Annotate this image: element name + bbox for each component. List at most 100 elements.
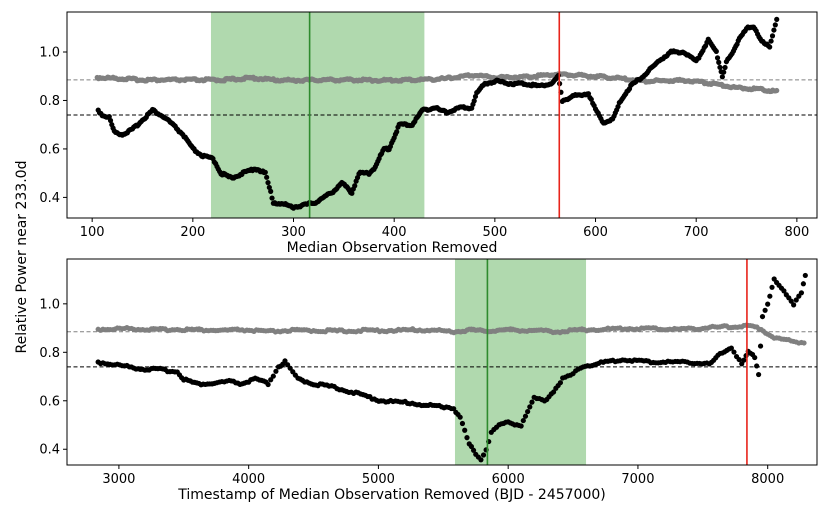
top-axes-frame bbox=[66, 11, 818, 219]
bottom-chart-panel: 3000 4000 5000 6000 7000 8000 0.4 0.6 0.8 1.0 Time… bbox=[39, 258, 818, 503]
bottom-series-1-point bbox=[802, 272, 808, 279]
top-series-1-point bbox=[716, 59, 722, 65]
bottom-x-tick-label: 6000 bbox=[492, 472, 525, 487]
bottom-series-1-point bbox=[525, 408, 531, 415]
bottom-series-1-point bbox=[791, 302, 797, 308]
top-series-1-point bbox=[771, 27, 777, 33]
bottom-series-1-point bbox=[728, 345, 734, 351]
bottom-series-1-point bbox=[459, 420, 466, 427]
bottom-series-1-point bbox=[520, 417, 526, 424]
top-plot-area bbox=[67, 12, 817, 218]
bottom-series-1-point bbox=[522, 413, 529, 419]
bottom-x-tick-label: 5000 bbox=[362, 472, 395, 487]
bottom-series-1-point bbox=[470, 447, 477, 453]
bottom-series-1-point bbox=[781, 288, 787, 294]
bottom-series-1-point bbox=[752, 354, 758, 361]
top-x-tick-label: 700 bbox=[684, 225, 709, 240]
bottom-series-1-point bbox=[287, 365, 293, 371]
top-series-1-point bbox=[767, 44, 773, 50]
bottom-y-tick-label: 0.8 bbox=[39, 346, 60, 361]
top-series-1-point bbox=[107, 117, 114, 124]
top-series-1-point bbox=[714, 55, 721, 61]
top-series-1-point bbox=[264, 174, 270, 180]
top-series-1-point bbox=[352, 183, 358, 189]
top-series-1-point bbox=[471, 98, 477, 104]
top-x-tick-label: 100 bbox=[80, 225, 105, 240]
bottom-series-1-point bbox=[759, 313, 766, 320]
top-series-1-point bbox=[772, 22, 778, 28]
top-x-tick-label: 500 bbox=[482, 225, 507, 240]
bottom-series-1-point bbox=[793, 297, 799, 303]
top-series-1-point bbox=[585, 91, 592, 97]
top-y-tick-label: 0.4 bbox=[39, 191, 60, 206]
top-series-1-point bbox=[615, 104, 621, 110]
top-series-1-point bbox=[769, 33, 776, 39]
bottom-series-1-point bbox=[557, 380, 564, 386]
bottom-x-tick-label: 8000 bbox=[751, 472, 784, 487]
top-series-1-point bbox=[349, 190, 355, 196]
bottom-shaded-region bbox=[454, 259, 587, 465]
bottom-series-1-point bbox=[282, 358, 288, 364]
top-x-tick-label: 200 bbox=[180, 225, 205, 240]
top-series-1-point bbox=[722, 64, 728, 71]
bottom-x-axis-label: Timestamp of Median Observation Removed … bbox=[177, 487, 606, 503]
bottom-series-1-point bbox=[769, 284, 775, 290]
bottom-series-1-point bbox=[741, 357, 747, 363]
bottom-series-1-point bbox=[756, 371, 762, 378]
top-series-1-point bbox=[588, 96, 594, 102]
top-series-1-point bbox=[262, 169, 268, 175]
bottom-y-tick-label: 1.0 bbox=[39, 297, 60, 312]
bottom-series-1-point bbox=[731, 349, 737, 355]
bottom-series-0 bbox=[95, 322, 807, 346]
bottom-x-tick-label: 7000 bbox=[621, 472, 654, 487]
bottom-series-1-point bbox=[788, 298, 794, 304]
top-series-1-point bbox=[268, 188, 274, 194]
top-series-1-point bbox=[713, 48, 719, 54]
bottom-series-1-point bbox=[462, 427, 468, 433]
bottom-series-1-point bbox=[457, 414, 463, 420]
bottom-series-1-point bbox=[273, 368, 279, 374]
bottom-series-1-point bbox=[265, 381, 271, 388]
top-series-1-point bbox=[394, 129, 400, 135]
bottom-x-tick-label: 4000 bbox=[232, 472, 265, 487]
top-x-tick-label: 600 bbox=[583, 225, 608, 240]
top-x-tick-label: 800 bbox=[784, 225, 809, 240]
top-series-1-point bbox=[717, 64, 723, 70]
bottom-series-1-point bbox=[464, 435, 470, 441]
top-series-1-point bbox=[555, 72, 561, 79]
bottom-series-1-point bbox=[736, 356, 742, 363]
top-y-tick-label: 1.0 bbox=[39, 45, 60, 60]
top-series-1-point bbox=[719, 74, 725, 80]
bottom-series-1-point bbox=[527, 404, 533, 410]
top-series-1-point bbox=[774, 16, 780, 22]
bottom-series-1-point bbox=[754, 363, 760, 369]
bottom-series-1-point bbox=[757, 343, 764, 349]
bottom-axes-frame bbox=[66, 258, 818, 466]
bottom-series-1-point bbox=[800, 281, 806, 287]
bottom-series-0-point bbox=[801, 340, 807, 346]
top-series-0-point bbox=[774, 87, 780, 94]
top-x-axis-label: Median Observation Removed bbox=[287, 240, 498, 256]
top-series-1-point bbox=[266, 184, 272, 191]
top-x-tick-label: 400 bbox=[382, 225, 407, 240]
top-series-1 bbox=[95, 16, 780, 211]
bottom-series-1 bbox=[95, 272, 808, 463]
bottom-series-1-point bbox=[550, 389, 557, 395]
bottom-series-1-point bbox=[468, 443, 475, 450]
bottom-series-1-point bbox=[518, 423, 524, 429]
bottom-series-1-point bbox=[478, 457, 484, 463]
bottom-series-1-point bbox=[529, 399, 535, 405]
top-series-0 bbox=[94, 71, 780, 95]
top-series-1-point bbox=[768, 38, 774, 44]
bottom-series-1-point bbox=[767, 293, 773, 299]
top-y-tick-label: 0.8 bbox=[39, 94, 60, 109]
bottom-series-1-point bbox=[270, 373, 276, 379]
bottom-series-1-point bbox=[480, 452, 487, 458]
top-chart-panel: 100 200 300 400 500 600 700 800 0.4 0.6 0.8 1.0 Medi… bbox=[39, 11, 818, 256]
bottom-y-tick-label: 0.6 bbox=[39, 394, 60, 409]
top-x-tick-label: 300 bbox=[281, 225, 306, 240]
bottom-y-tick-label: 0.4 bbox=[39, 443, 60, 458]
top-series-1-point bbox=[265, 180, 271, 186]
bottom-x-tick-label: 3000 bbox=[102, 472, 135, 487]
